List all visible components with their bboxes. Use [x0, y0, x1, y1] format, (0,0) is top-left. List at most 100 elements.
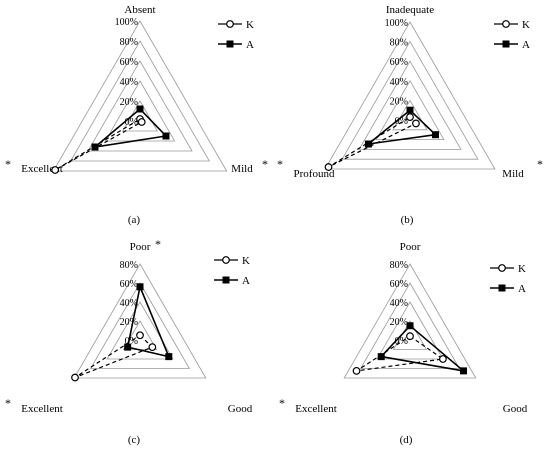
data-series: [324, 106, 439, 171]
legend-label-A: A: [242, 275, 250, 287]
series-point-K: [148, 343, 157, 352]
legend-marker-K: [226, 20, 234, 28]
axis-label-left: Excellent: [21, 403, 63, 415]
significance-star-left: *: [277, 157, 283, 171]
tick-label: 0%: [125, 117, 138, 128]
series-point-A: [406, 322, 414, 330]
legend-marker-K: [498, 264, 506, 272]
series-point-K: [71, 373, 79, 382]
legend: KA: [494, 19, 530, 51]
axis-label-right: Mild: [502, 168, 524, 180]
tick-label: 60%: [120, 57, 138, 68]
series-point-A: [91, 143, 99, 151]
grid-ring: [358, 60, 462, 150]
legend: KA: [218, 19, 254, 51]
series-point-K: [324, 163, 333, 171]
series-point-K: [352, 366, 361, 375]
grid-ring: [324, 21, 496, 170]
tick-label: 40%: [390, 77, 408, 88]
series-point-K: [137, 118, 146, 126]
series-point-A: [124, 343, 132, 351]
data-series: [352, 322, 467, 375]
legend-label-A: A: [522, 39, 530, 51]
legend-label-K: K: [246, 19, 254, 31]
series-point-A: [377, 353, 385, 361]
series-point-A: [162, 132, 170, 140]
panel-caption: (b): [401, 214, 414, 226]
series-point-A: [136, 283, 144, 291]
legend-label-A: A: [518, 283, 526, 295]
tick-label: 60%: [120, 279, 138, 290]
series-point-K: [439, 355, 447, 363]
tick-label: 0%: [395, 116, 408, 127]
radial-tick-labels: 0% 20% 40% 60% 80%: [120, 260, 138, 347]
legend: KA: [214, 255, 250, 287]
radar-panel-a: 0%20%40%60%80%100% Absent Mild Excellent…: [5, 4, 268, 226]
legend-label-K: K: [518, 263, 526, 275]
grid-ring: [343, 263, 477, 379]
tick-label: 40%: [390, 298, 408, 309]
radar-grid: [324, 21, 496, 170]
tick-label: 20%: [120, 317, 138, 328]
series-point-K: [136, 331, 144, 340]
series-point-A: [459, 367, 467, 375]
series-line-A: [365, 109, 438, 146]
axis-label-top: Poor: [130, 241, 151, 253]
grid-ring: [52, 20, 228, 172]
axis-label-right: Mild: [231, 163, 253, 175]
radial-tick-labels: 0% 20% 40% 60% 80% 100%: [115, 17, 138, 128]
tick-label: 100%: [385, 18, 408, 29]
tick-label: 100%: [115, 17, 138, 28]
grid-ring: [70, 40, 210, 162]
series-point-A: [364, 140, 372, 148]
significance-star-top: *: [155, 237, 161, 251]
legend-label-A: A: [246, 39, 254, 51]
tick-label: 20%: [390, 317, 408, 328]
tick-label: 20%: [390, 96, 408, 107]
tick-label: 80%: [390, 260, 408, 271]
series-point-K: [51, 166, 60, 174]
grid-ring: [89, 282, 191, 369]
radar-panel-d: 0%20%40%60%80% Poor Good Excellent * KA …: [279, 241, 528, 446]
significance-star-right: *: [262, 157, 268, 171]
legend-marker-K: [222, 256, 230, 264]
data-series: [71, 283, 173, 382]
grid-ring: [106, 301, 174, 360]
grid-ring: [87, 60, 193, 152]
axis-label-top: Absent: [124, 4, 155, 16]
series-point-A: [165, 353, 173, 361]
series-line-A: [126, 284, 171, 358]
axis-label-top: Inadequate: [386, 4, 434, 16]
axis-label-left: Profound: [294, 168, 335, 180]
radial-tick-labels: 0% 20% 40% 60% 80%: [390, 260, 408, 347]
series-point-K: [412, 119, 420, 128]
significance-star-left: *: [5, 157, 11, 171]
grid-ring: [392, 99, 428, 131]
legend-marker-A: [222, 276, 230, 284]
axis-label-top: Poor: [400, 241, 421, 253]
tick-label: 80%: [390, 38, 408, 49]
axis-label-right: Good: [503, 403, 528, 415]
tick-label: 80%: [120, 260, 138, 271]
grid-ring: [104, 80, 176, 142]
radar-grid: [52, 20, 228, 172]
grid-ring: [341, 40, 479, 160]
panel-caption: (a): [128, 214, 141, 226]
tick-label: 40%: [120, 77, 138, 88]
radar-grid: [343, 263, 477, 379]
panel-caption: (d): [400, 434, 413, 446]
series-point-A: [406, 106, 414, 114]
panel-caption: (c): [128, 434, 141, 446]
legend-marker-A: [498, 284, 506, 292]
axis-label-right: Good: [228, 403, 253, 415]
tick-label: 0%: [125, 336, 138, 347]
tick-label: 80%: [120, 37, 138, 48]
grid-ring: [73, 263, 207, 379]
tick-label: 20%: [120, 97, 138, 108]
series-line-A: [379, 324, 467, 373]
significance-star-left: *: [5, 396, 11, 410]
legend-marker-A: [226, 40, 234, 48]
series-line-A: [92, 107, 168, 149]
radar-panel-b: 0% 20% 40% 60% 80% 100% Inadequate Mild Profo…: [277, 4, 543, 226]
